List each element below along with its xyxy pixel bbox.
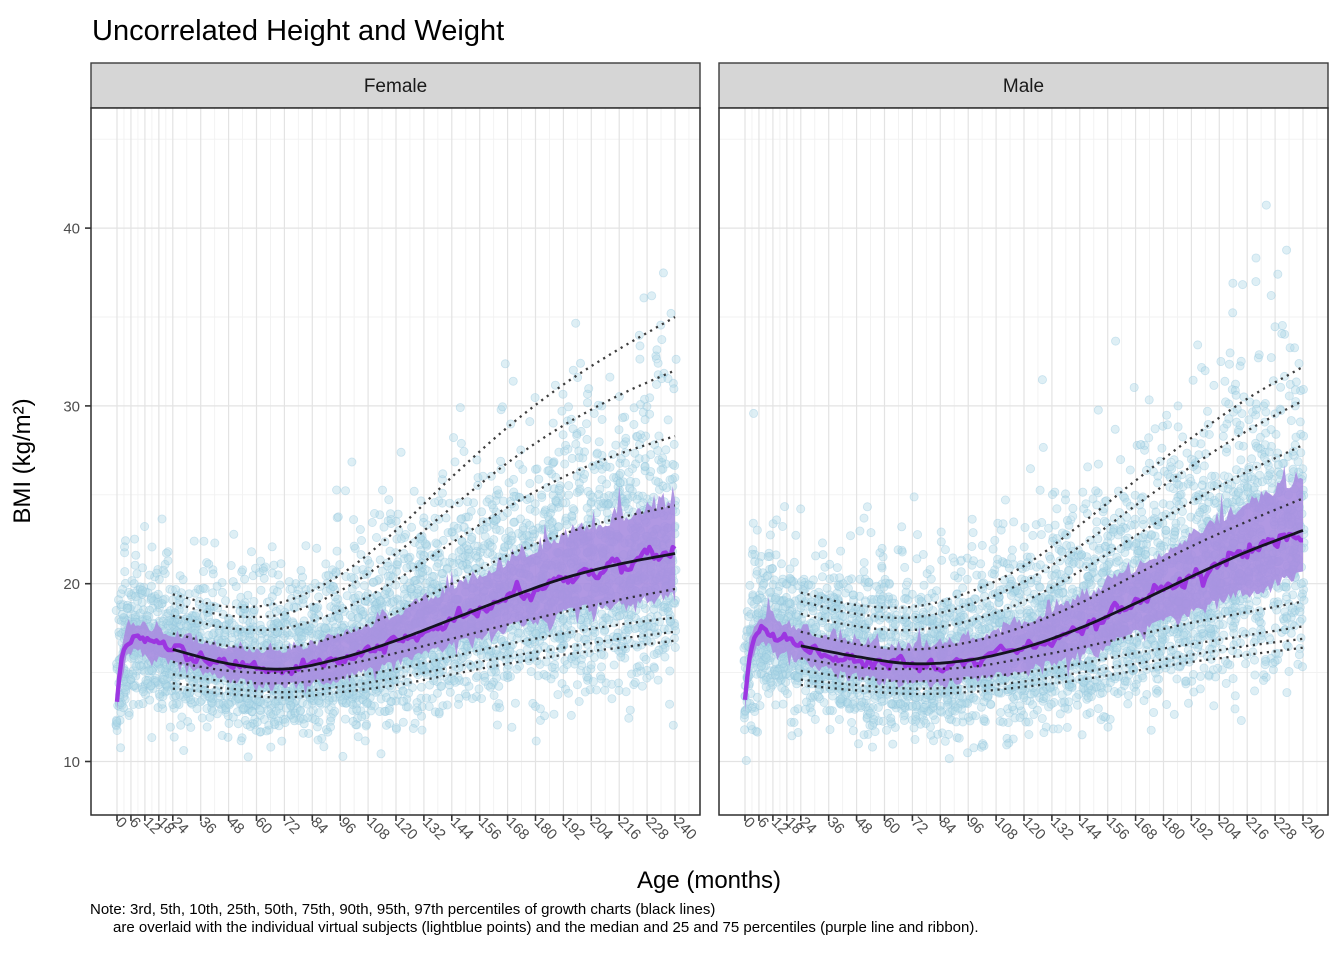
growth-percentile-line-p10 bbox=[172, 616, 676, 685]
note-line-1: Note: 3rd, 5th, 10th, 25th, 50th, 75th, … bbox=[90, 901, 715, 918]
iqr-ribbon bbox=[117, 486, 675, 711]
gridlines bbox=[719, 108, 1328, 815]
growth-percentile-line-p5 bbox=[800, 637, 1304, 690]
facet-strip-female-box bbox=[90, 62, 701, 109]
growth-percentile-line-p97 bbox=[800, 365, 1304, 609]
growth-percentile-line-p3 bbox=[172, 639, 676, 699]
facet-strip-female-label: Female bbox=[364, 76, 427, 97]
y-tick-label: 20 bbox=[63, 576, 80, 593]
growth-percentile-line-p95 bbox=[172, 369, 676, 619]
growth-percentile-line-p90 bbox=[172, 435, 676, 632]
chart-title: Uncorrelated Height and Weight bbox=[92, 15, 504, 47]
data-layer bbox=[111, 268, 681, 762]
y-tick-label: 40 bbox=[63, 221, 80, 238]
growth-percentile-line-p25 bbox=[800, 600, 1304, 671]
gridlines bbox=[91, 108, 700, 815]
x-axis-title: Age (months) bbox=[637, 867, 781, 894]
facet-strip-male-label: Male bbox=[1003, 76, 1044, 97]
y-axis: 10 20 30 40 bbox=[63, 221, 91, 771]
facet-strip-female: Female bbox=[90, 62, 701, 109]
growth-percentile-line-p3 bbox=[800, 646, 1304, 696]
growth-percentile-line-p5 bbox=[172, 630, 676, 694]
growth-percentile-line-p75 bbox=[800, 497, 1304, 651]
note-line-2: are overlaid with the individual virtual… bbox=[113, 919, 979, 936]
y-axis-title: BMI (kg/m²) bbox=[9, 398, 36, 523]
facet-strip-male-box bbox=[718, 62, 1329, 109]
iqr-ribbon bbox=[745, 465, 1303, 713]
growth-percentile-line-p50-solid bbox=[172, 552, 676, 671]
growth-percentile-line-p50-solid bbox=[800, 529, 1304, 666]
growth-percentile-line-p90 bbox=[800, 443, 1304, 632]
y-tick-label: 30 bbox=[63, 398, 80, 415]
y-tick-label: 10 bbox=[63, 754, 80, 771]
facet-strip-male: Male bbox=[718, 62, 1329, 109]
growth-percentile-line-p10 bbox=[800, 625, 1304, 683]
data-layer bbox=[739, 200, 1309, 765]
